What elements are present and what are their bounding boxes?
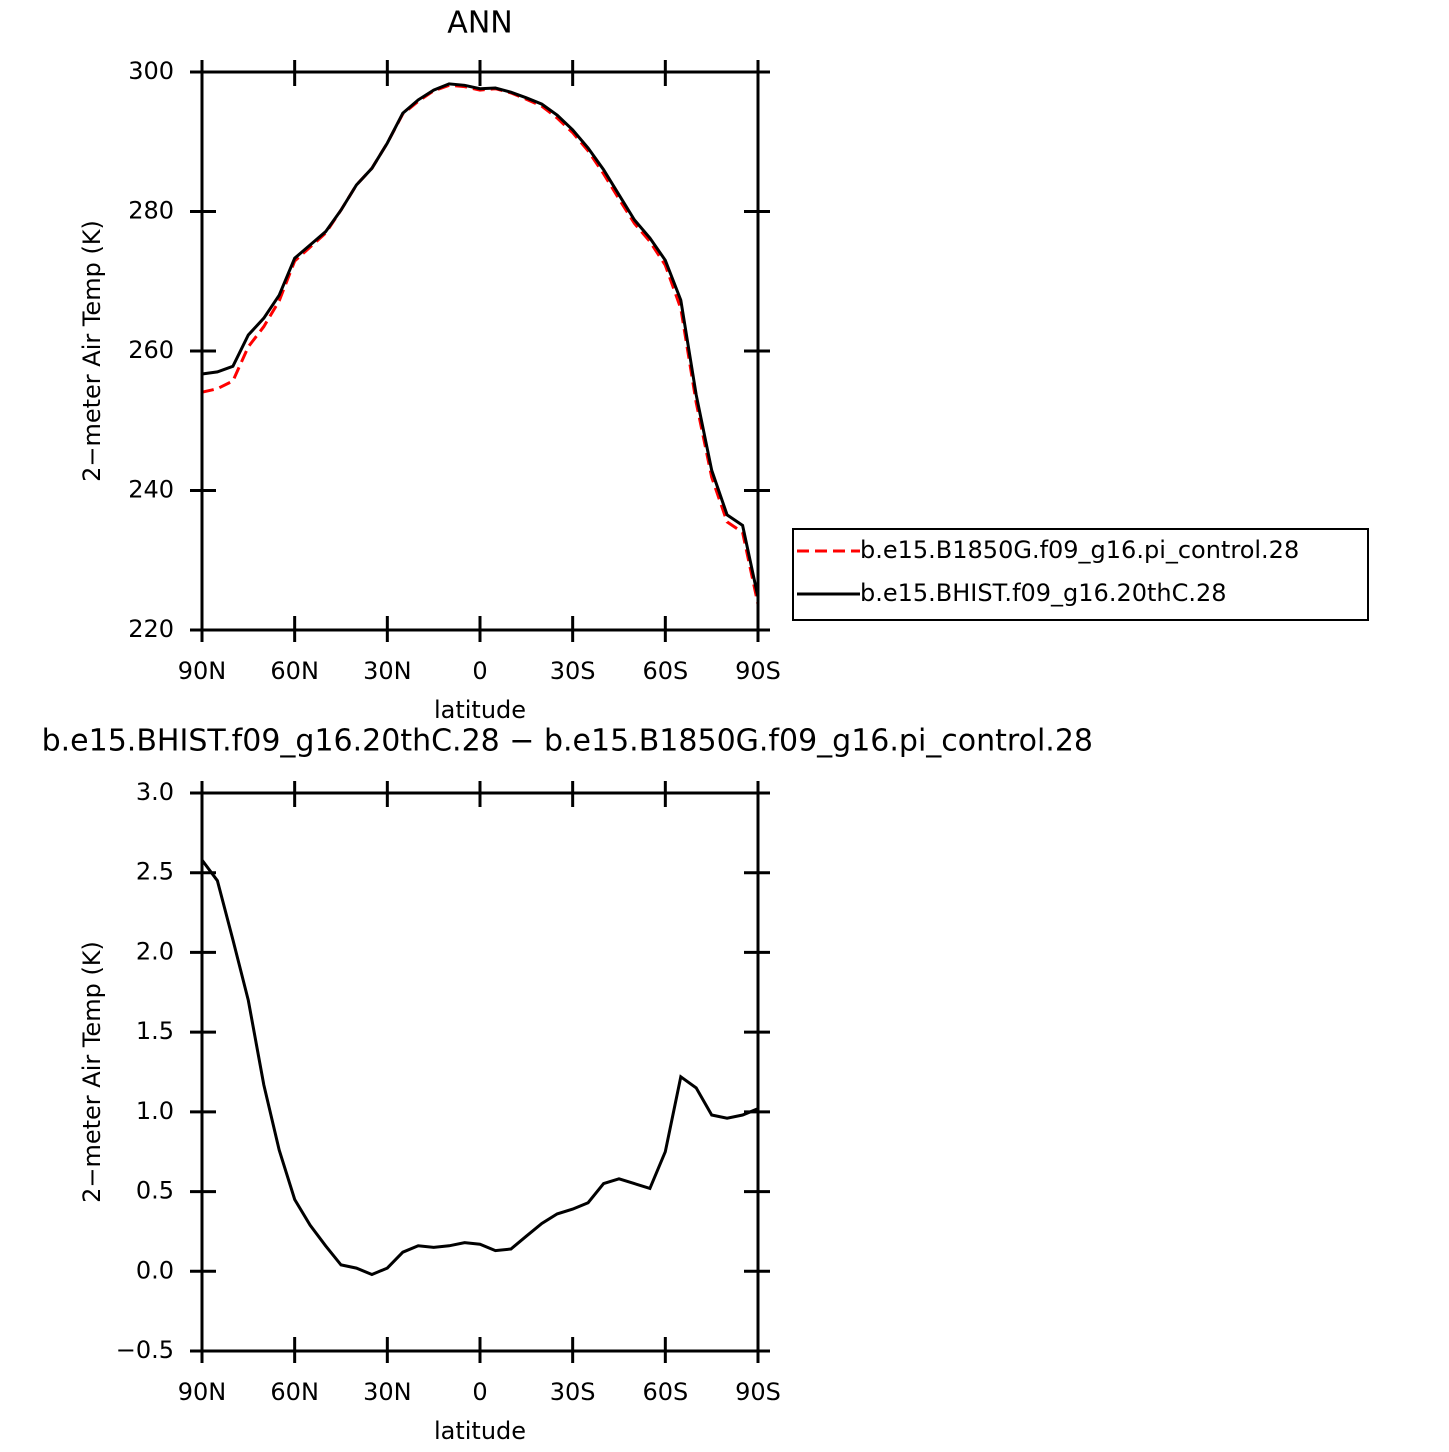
plot-frame [200,791,760,1353]
x-tick-label: 90N [178,657,227,685]
y-tick-label: 280 [128,197,174,225]
legend-label: b.e15.BHIST.f09_g16.20thC.28 [860,579,1227,607]
y-tick-label: 300 [128,57,174,85]
x-tick-label: 90S [735,657,781,685]
y-tick-label: 260 [128,336,174,364]
chart-title: b.e15.BHIST.f09_g16.20thC.28 − b.e15.B18… [42,724,1093,759]
y-tick-label: 2.0 [136,937,174,965]
x-tick-label: 60N [270,657,319,685]
x-tick-label: 90N [178,1378,227,1406]
y-tick-label: 220 [128,615,174,643]
legend-label: b.e15.B1850G.f09_g16.pi_control.28 [860,536,1299,564]
x-axis-label: latitude [434,1417,526,1445]
y-tick-label: −0.5 [116,1336,174,1364]
x-tick-label: 30N [363,657,412,685]
y-tick-label: 2.5 [136,858,174,886]
x-tick-label: 0 [472,1378,487,1406]
plot-frame [200,70,760,632]
y-axis-label: 2−meter Air Temp (K) [78,941,106,1203]
x-tick-label: 60S [642,657,688,685]
y-tick-label: 0.0 [136,1256,174,1284]
y-tick-label: 0.5 [136,1177,174,1205]
x-tick-label: 60S [642,1378,688,1406]
x-tick-label: 30S [550,1378,596,1406]
x-tick-label: 0 [472,657,487,685]
y-tick-label: 240 [128,476,174,504]
data-line [201,82,760,598]
data-line [201,83,760,605]
y-axis-label: 2−meter Air Temp (K) [78,220,106,482]
legend-box [792,528,1369,621]
y-tick-label: 1.0 [136,1097,174,1125]
data-line [200,859,759,1277]
chart-title: ANN [447,6,512,41]
x-axis-label: latitude [434,696,526,724]
y-tick-label: 1.5 [136,1017,174,1045]
x-tick-label: 30S [550,657,596,685]
x-tick-label: 90S [735,1378,781,1406]
x-tick-label: 30N [363,1378,412,1406]
x-tick-label: 60N [270,1378,319,1406]
y-tick-label: 3.0 [136,778,174,806]
